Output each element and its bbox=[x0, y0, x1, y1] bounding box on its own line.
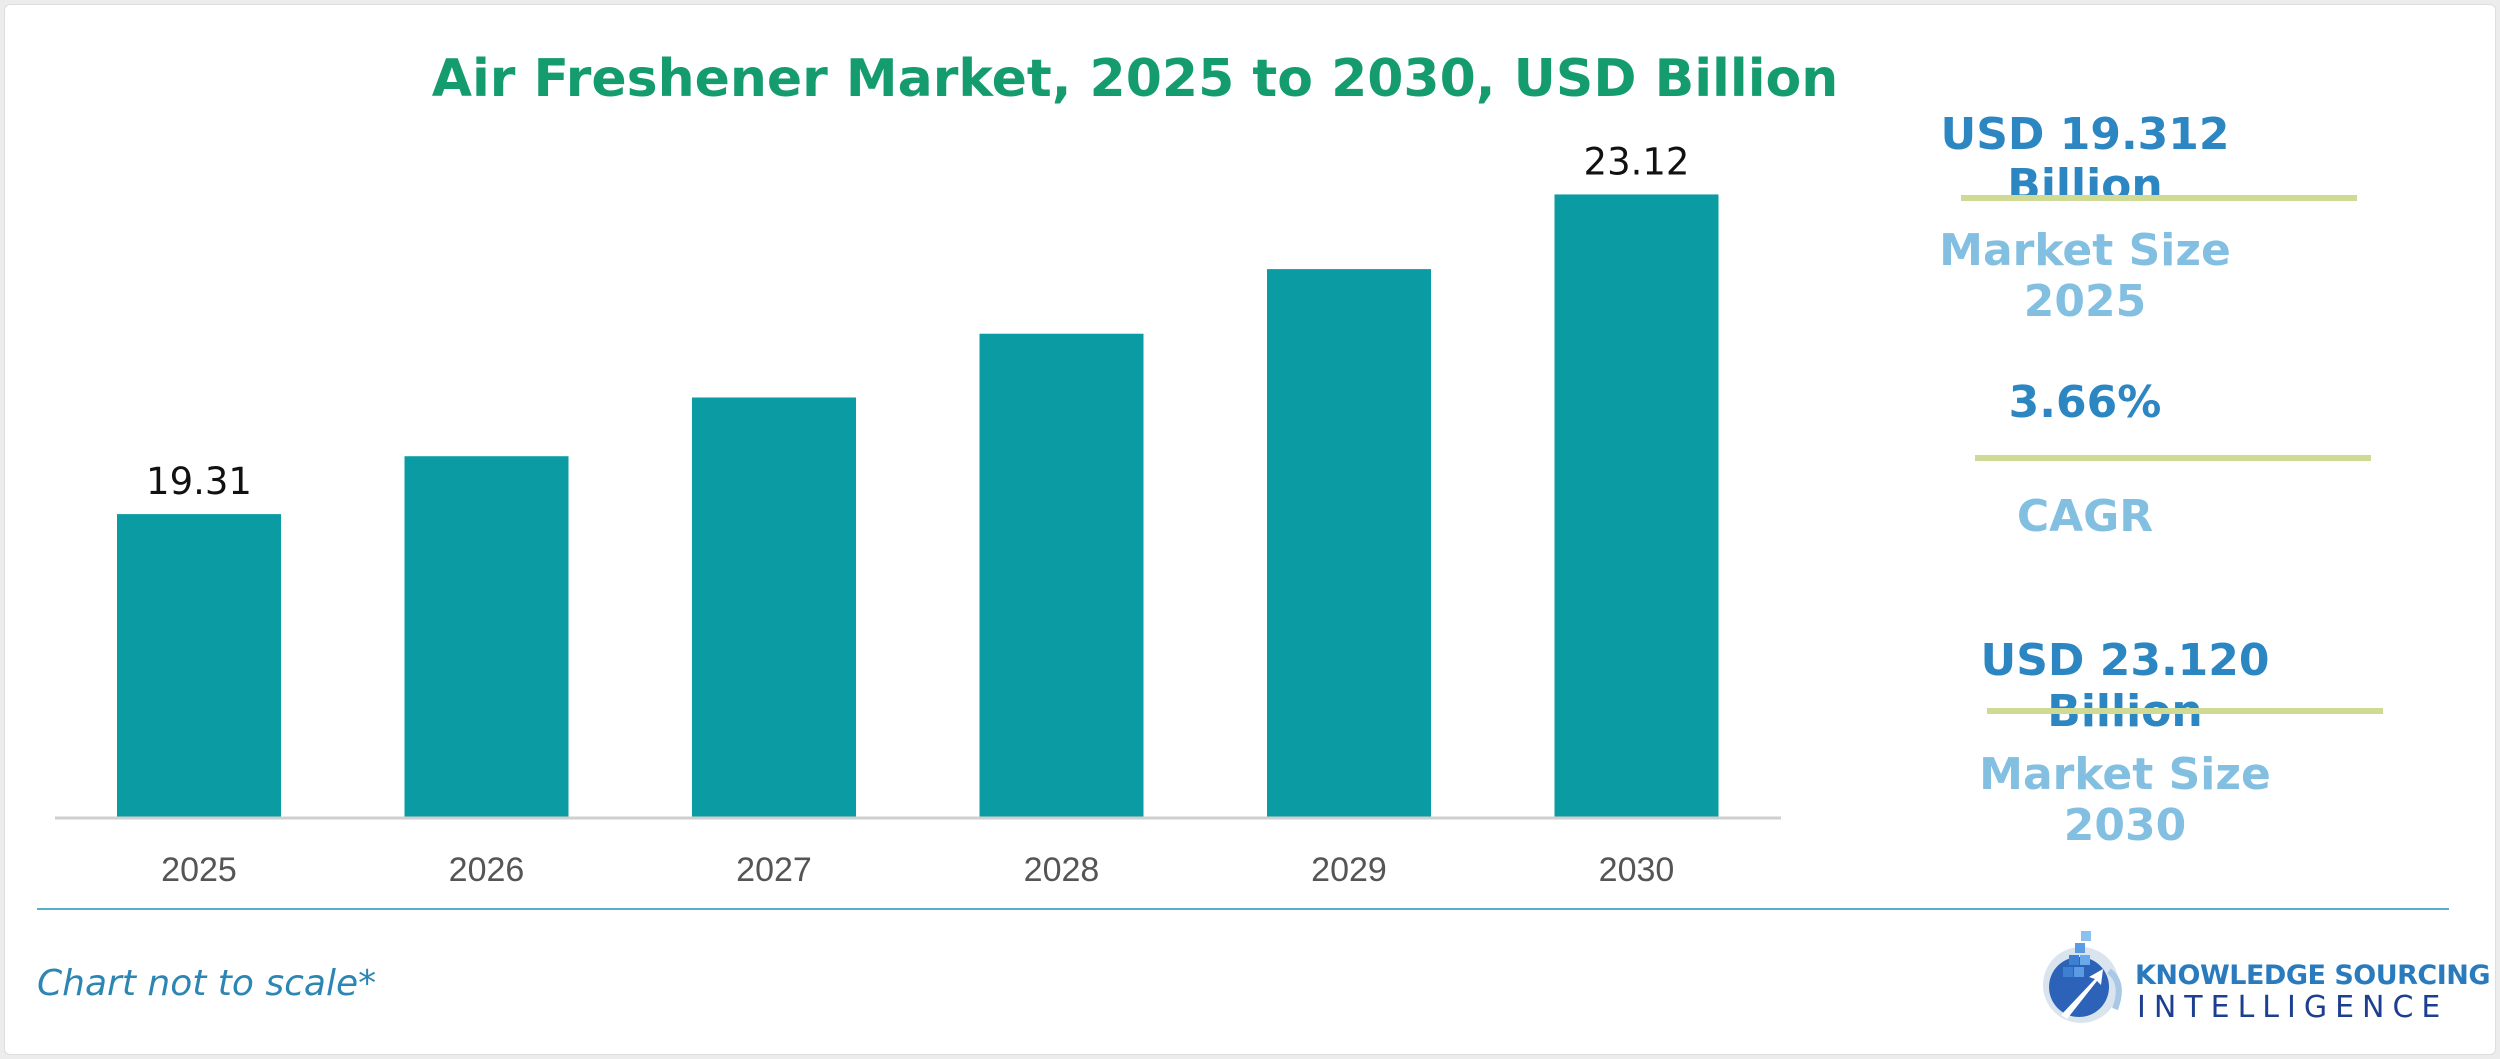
bar-2029 bbox=[1267, 269, 1431, 817]
stat-divider bbox=[1975, 455, 2371, 461]
x-tick-label-2030: 2030 bbox=[1599, 851, 1675, 889]
chart-title: Air Freshener Market, 2025 to 2030, USD … bbox=[431, 49, 1839, 109]
bar-2027 bbox=[692, 397, 856, 817]
stat-divider bbox=[1961, 195, 2357, 201]
logo-text-line1: KNOWLEDGE SOURCING bbox=[2135, 960, 2491, 991]
x-tick-label-2026: 2026 bbox=[449, 851, 525, 889]
stat-value-cagr: 3.66% bbox=[2008, 377, 2162, 428]
stat-value-market-size-2025: USD 19.312 Billion bbox=[1940, 109, 2230, 211]
footer-divider bbox=[37, 908, 2449, 910]
bar-2028 bbox=[979, 333, 1144, 817]
stat-label-cagr: CAGR bbox=[2016, 491, 2154, 542]
bar-2026 bbox=[404, 456, 569, 817]
stat-value-market-size-2030: USD 23.120 Billion bbox=[1980, 635, 2270, 737]
x-tick-label-2029: 2029 bbox=[1311, 851, 1387, 889]
bar-2030 bbox=[1554, 194, 1719, 817]
logo-mark-icon bbox=[2043, 931, 2122, 1023]
x-tick-label-2027: 2027 bbox=[736, 851, 812, 889]
infographic-card: Air Freshener Market, 2025 to 2030, USD … bbox=[4, 4, 2496, 1055]
stat-divider bbox=[1987, 708, 2383, 714]
stat-label-market-size-2025: Market Size 2025 bbox=[1939, 225, 2231, 327]
data-label-2025: 19.31 bbox=[146, 460, 252, 503]
bar-chart: 19.31 2025 2026 2027 2028 2029 23.12 2030 bbox=[55, 140, 1781, 889]
logo-text-line2: INTELLIGENCE bbox=[2137, 990, 2449, 1025]
x-tick-label-2028: 2028 bbox=[1024, 851, 1100, 889]
data-label-2030: 23.12 bbox=[1584, 140, 1690, 183]
x-tick-label-2025: 2025 bbox=[161, 851, 237, 889]
bar-2025 bbox=[117, 514, 281, 817]
footnote: Chart not to scale* bbox=[37, 963, 377, 1004]
stat-label-market-size-2030: Market Size 2030 bbox=[1979, 749, 2271, 851]
